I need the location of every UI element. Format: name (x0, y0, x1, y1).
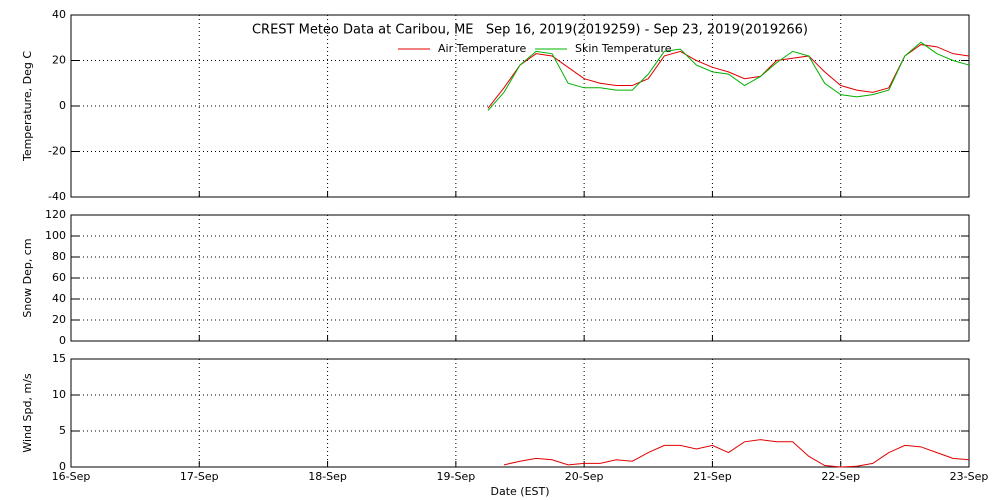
y-tick-label: 15 (52, 352, 66, 365)
y-tick-label: 0 (59, 460, 66, 473)
legend-label: Air Temperature (438, 42, 527, 55)
x-tick-label: 22-Sep (821, 470, 860, 483)
y-axis-label: Temperature, Deg C (21, 51, 34, 162)
y-tick-label: 120 (45, 208, 66, 221)
y-tick-label: -20 (48, 145, 66, 158)
chart-title: CREST Meteo Data at Caribou, ME Sep 16, … (252, 23, 808, 38)
y-axis-label: Snow Dep, cm (21, 238, 34, 317)
x-tick-label: 21-Sep (693, 470, 732, 483)
line-series (503, 439, 970, 468)
y-tick-label: 20 (52, 54, 66, 67)
x-tick-label: 17-Sep (180, 470, 219, 483)
legend-label: Skin Temperature (575, 42, 672, 55)
y-tick-label: 80 (52, 250, 66, 263)
y-tick-label: -40 (48, 190, 66, 203)
plot-frame (70, 14, 970, 198)
y-tick-label: 40 (52, 8, 66, 21)
line-series (487, 41, 970, 111)
y-tick-label: 100 (45, 229, 66, 242)
plot-frame (70, 214, 970, 342)
y-tick-label: 20 (52, 313, 66, 326)
x-tick-label: 20-Sep (565, 470, 604, 483)
y-tick-label: 10 (52, 388, 66, 401)
y-tick-label: 40 (52, 292, 66, 305)
y-tick-label: 60 (52, 271, 66, 284)
x-tick-label: 23-Sep (950, 470, 989, 483)
y-tick-label: 0 (59, 99, 66, 112)
plot-frame (70, 358, 970, 468)
x-axis-label: Date (EST) (490, 485, 549, 498)
x-tick-label: 18-Sep (308, 470, 347, 483)
y-tick-label: 0 (59, 334, 66, 347)
x-tick-label: 19-Sep (437, 470, 476, 483)
y-axis-label: Wind Spd, m/s (21, 373, 34, 453)
y-tick-label: 5 (59, 424, 66, 437)
x-tick-label: 16-Sep (52, 470, 91, 483)
line-series (487, 44, 970, 109)
